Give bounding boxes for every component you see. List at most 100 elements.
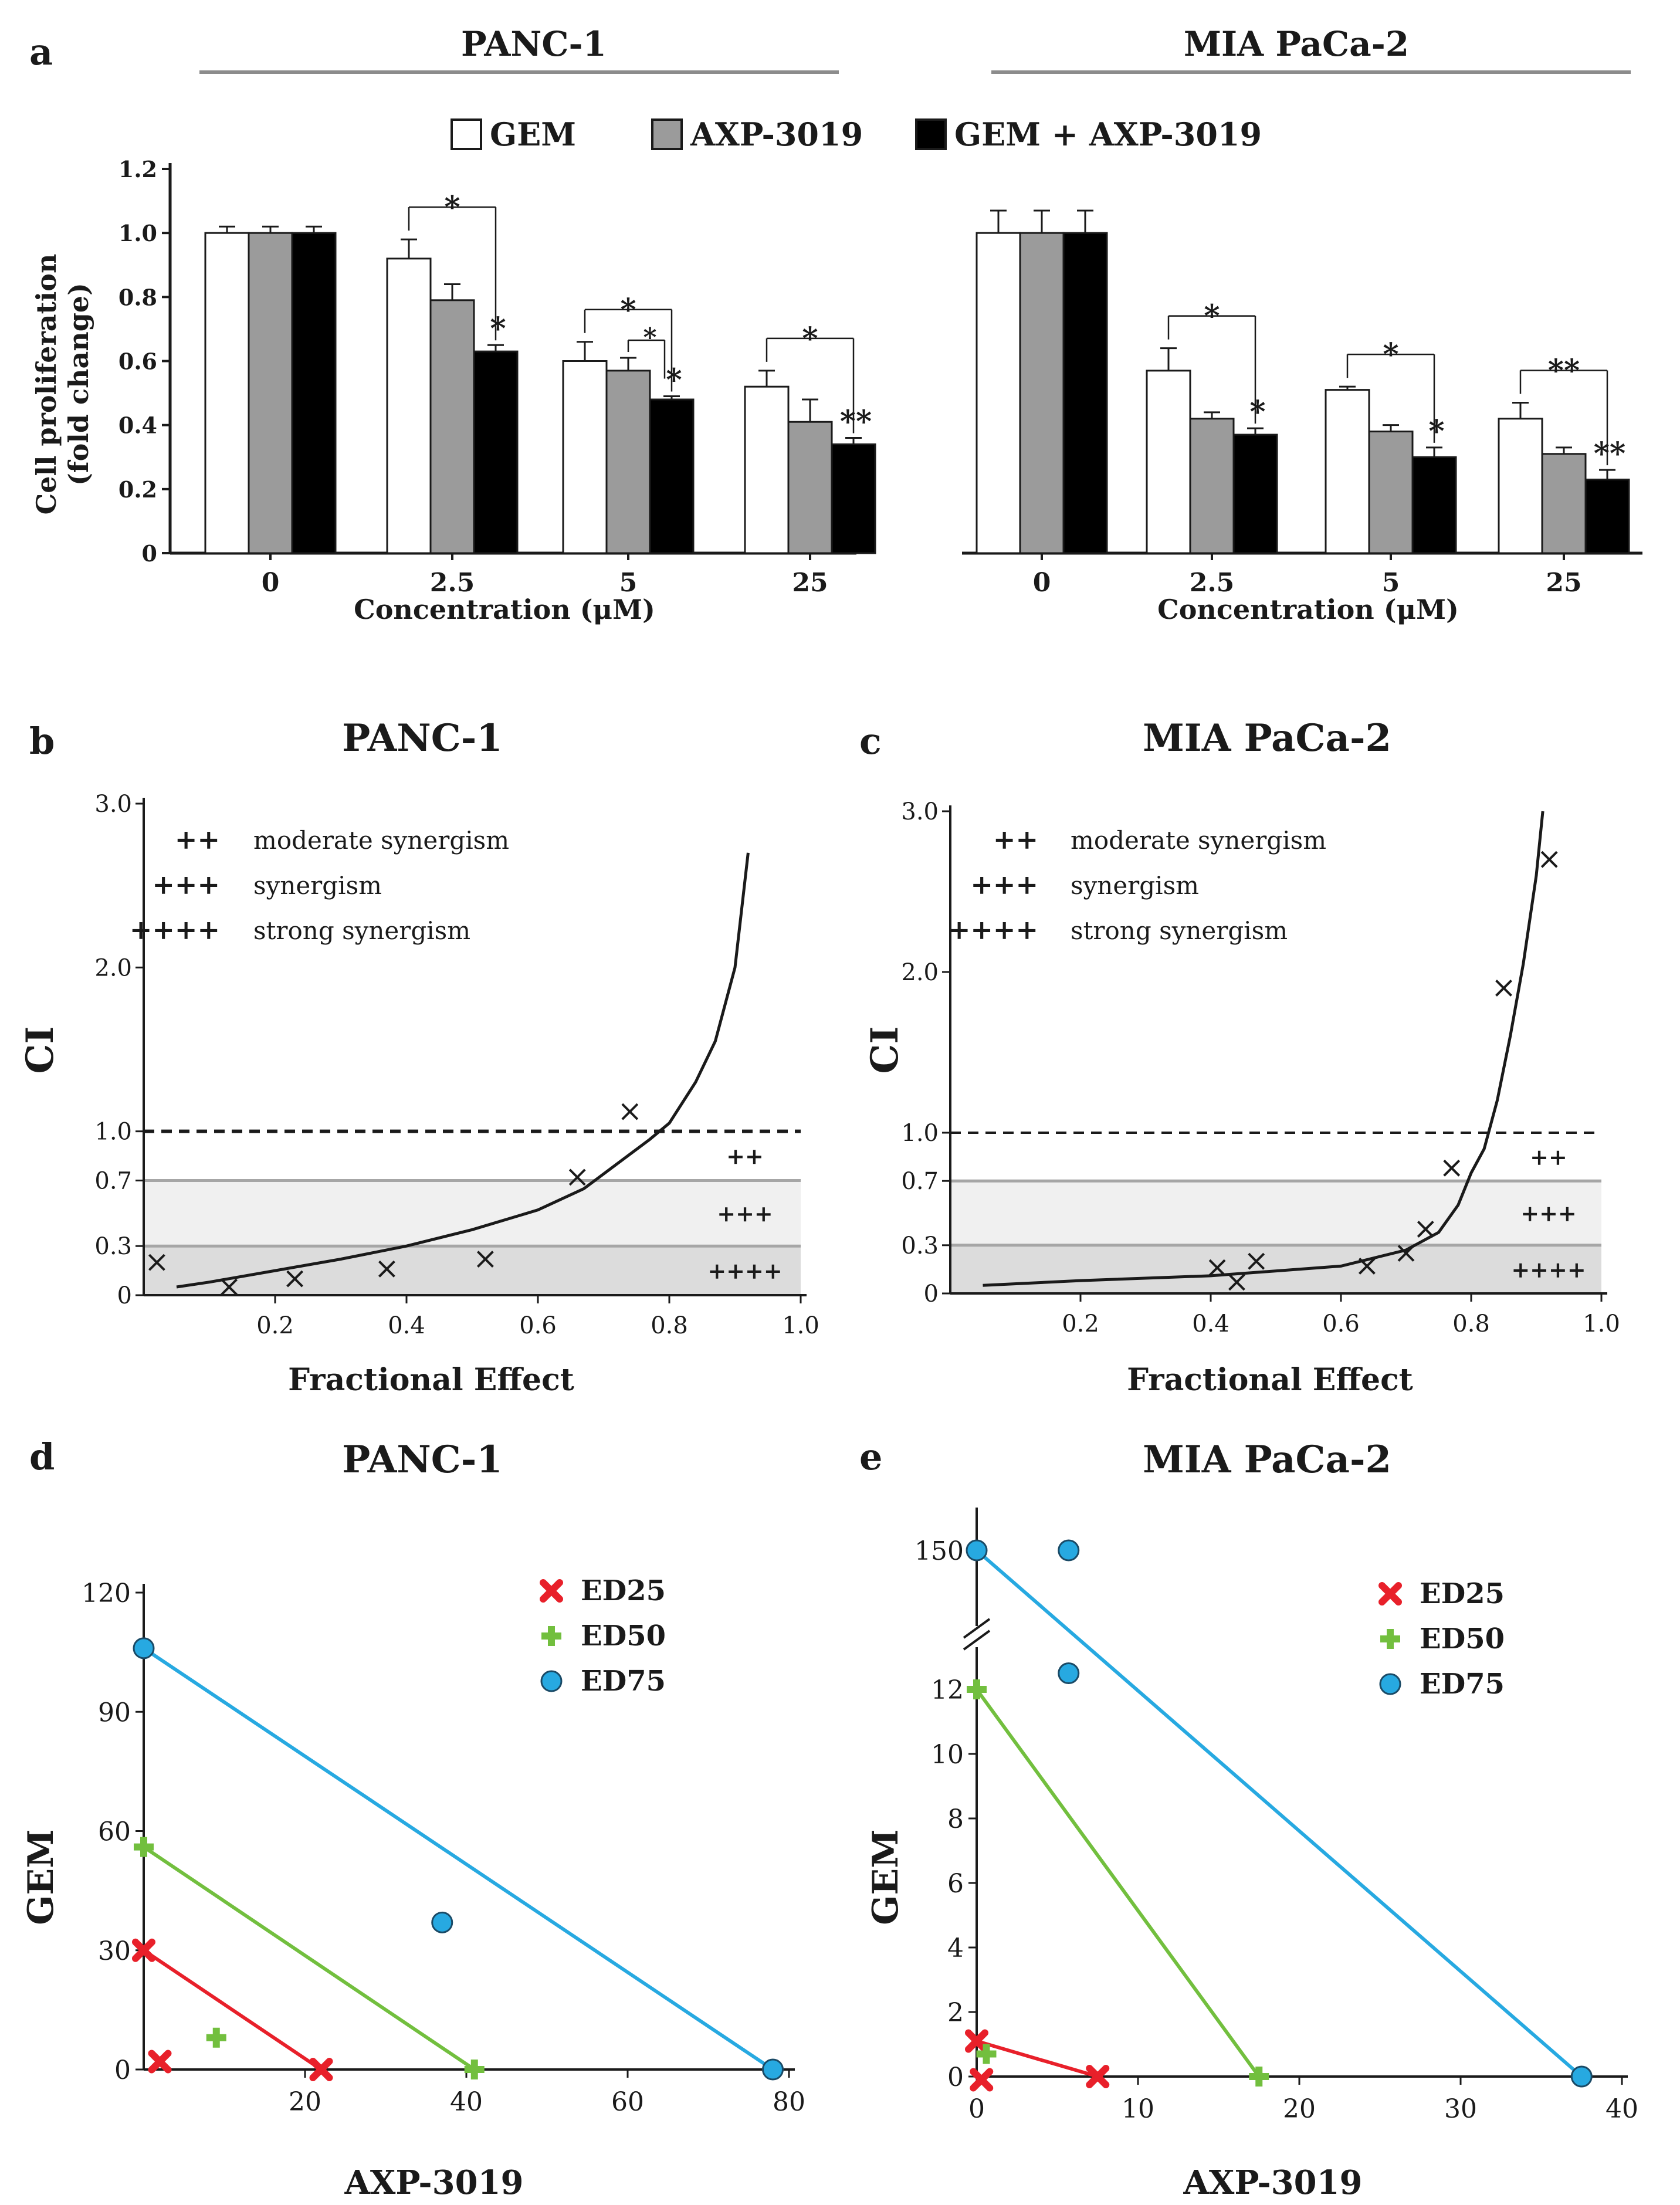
x-tick-label: 0.8 [651, 1312, 688, 1339]
ci-data-point [1358, 1258, 1376, 1275]
panel-a-ylabel-sub: (fold change) [63, 283, 94, 486]
ed25-marker [148, 2050, 172, 2074]
ed50-marker [1380, 1629, 1400, 1649]
x-tick-label: 2.5 [1190, 568, 1235, 598]
significance-marker: ** [1594, 436, 1625, 472]
x-tick-label: 10 [1122, 2094, 1154, 2124]
band-mark: ++++ [707, 1258, 782, 1284]
legend-label: strong synergism [1071, 916, 1288, 945]
x-tick-label: 0.4 [1192, 1310, 1229, 1337]
significance-marker: ** [1548, 353, 1580, 388]
y-tick-label: 4 [947, 1933, 964, 1963]
bar [473, 350, 519, 554]
isobole-line-ed25 [976, 2039, 1099, 2078]
legend-symbol: ++ [175, 824, 220, 855]
synergism-band [144, 1180, 801, 1247]
ed50-marker [976, 2044, 997, 2064]
y-tick-label: 3.0 [901, 798, 939, 825]
ed25-marker [309, 2058, 333, 2081]
x-tick-label: 40 [450, 2087, 483, 2117]
ci-fit-curve [176, 852, 750, 1289]
bar [744, 385, 790, 554]
x-tick-label: 0.2 [256, 1312, 294, 1339]
y-tick-label: 0.3 [901, 1232, 939, 1259]
bar [1411, 456, 1457, 554]
ci-data-point [1495, 979, 1512, 997]
panel-letter-e: e [859, 1435, 882, 1478]
bar [1232, 433, 1278, 554]
x-tick-label: 40 [1606, 2094, 1638, 2124]
panel-d-ylabel: GEM [21, 1829, 62, 1925]
panel-a-xlabel-mia: Concentration (μM) [1157, 594, 1459, 625]
ci-data-point [148, 1254, 165, 1271]
y-tick-label: 2 [947, 1998, 964, 2028]
legend-symbol: +++ [152, 869, 220, 900]
legend-symbol: ++++ [948, 914, 1038, 946]
bar [1325, 389, 1370, 554]
y-tick-label: 1.0 [118, 220, 157, 246]
ed75-marker [1379, 1673, 1401, 1695]
panel-b-title: PANC-1 [342, 716, 503, 760]
x-tick-label: 25 [792, 568, 828, 598]
y-tick-label: 0 [117, 1282, 132, 1309]
x-tick-label: 1.0 [1583, 1310, 1620, 1337]
panel-d-xlabel: AXP-3019 [344, 2163, 523, 2202]
ed75-marker [762, 2058, 784, 2081]
y-tick-label: 0 [142, 540, 157, 567]
ed50-marker [1249, 2067, 1269, 2087]
panel-a-title-mia: MIA PaCa-2 [1184, 24, 1409, 64]
legend-label: ED50 [1420, 1623, 1505, 1655]
band-mark: ++++ [1511, 1256, 1586, 1283]
bar [1584, 478, 1630, 554]
y-tick-label: 0.2 [118, 476, 157, 503]
legend-label: ED75 [581, 1665, 666, 1698]
significance-marker: * [1204, 299, 1220, 334]
significance-marker: * [1428, 414, 1444, 449]
legend-label: strong synergism [253, 916, 470, 945]
y-tick-label: 0 [114, 2055, 131, 2085]
y-tick-label: 6 [947, 1869, 964, 1899]
bar [1498, 418, 1543, 554]
panel-c-ylabel: CI [863, 1027, 907, 1074]
y-tick-label: 1.2 [118, 156, 157, 182]
y-tick-label: 2.0 [94, 954, 132, 981]
x-tick-label: 80 [773, 2087, 805, 2117]
ci-data-point [1228, 1273, 1245, 1291]
legend-swatch-gem [451, 118, 482, 150]
y-tick-label: 0 [924, 1281, 939, 1308]
legend-label: ED25 [581, 1574, 666, 1607]
x-tick-label: 2.5 [430, 568, 475, 598]
x-tick-label: 0.8 [1452, 1310, 1490, 1337]
significance-marker: * [643, 323, 656, 353]
bar [831, 443, 876, 554]
panel-letter-d: d [29, 1435, 55, 1478]
ci-data-point [1540, 851, 1558, 868]
x-tick-label: 0 [1033, 568, 1051, 598]
y-tick-label: 0.4 [118, 412, 157, 439]
ed25-marker [540, 1579, 563, 1603]
band-mark: +++ [717, 1200, 773, 1227]
bar [248, 232, 293, 554]
ci-data-point [568, 1168, 586, 1186]
panel-c-title: MIA PaCa-2 [1143, 716, 1391, 760]
y-tick-label: 150 [914, 1536, 964, 1566]
bar [787, 421, 833, 554]
bar [1368, 431, 1414, 554]
bar [1189, 418, 1235, 554]
bar [976, 232, 1021, 554]
band-mark: +++ [1520, 1200, 1577, 1227]
panel-d-title: PANC-1 [342, 1438, 503, 1482]
legend-symbol: ++ [993, 824, 1038, 855]
band-mark: ++ [1530, 1144, 1567, 1170]
legend-label: synergism [1071, 871, 1199, 900]
ci-data-point [476, 1251, 494, 1268]
bar [291, 232, 337, 554]
y-tick-label: 0.3 [94, 1233, 132, 1260]
bar [1146, 370, 1191, 554]
ci-data-point [378, 1260, 395, 1278]
y-tick-label: 2.0 [901, 959, 939, 986]
bar [386, 258, 432, 554]
isobole-line-ed75 [976, 1549, 1583, 2078]
significance-marker: * [802, 321, 818, 357]
